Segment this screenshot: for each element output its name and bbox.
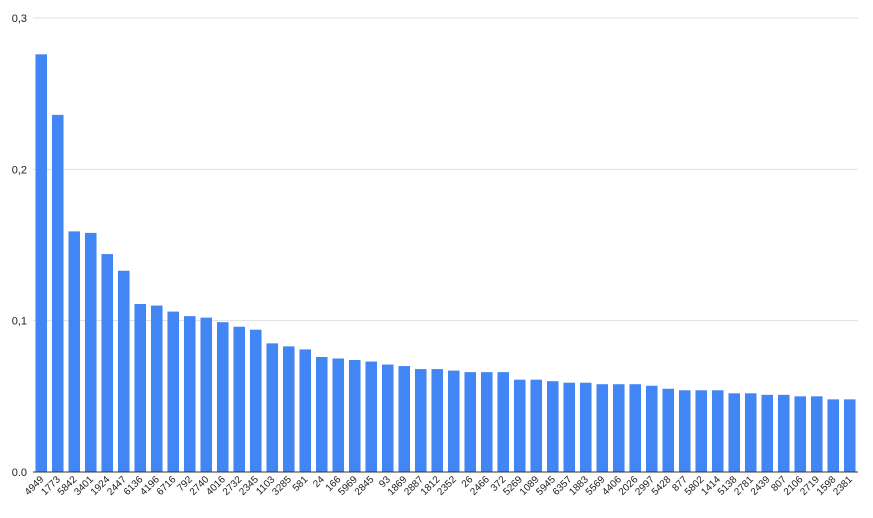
bar: [563, 382, 576, 472]
gridlines: [33, 17, 858, 322]
bar: [761, 394, 774, 472]
bar: [35, 54, 48, 472]
bar: [629, 384, 642, 472]
bar: [794, 396, 807, 472]
bars: [35, 54, 856, 472]
bar: [711, 390, 724, 472]
bar: [68, 231, 81, 472]
bar: [183, 316, 196, 472]
bar: [596, 384, 609, 472]
bar: [84, 232, 97, 472]
bar: [332, 358, 345, 472]
x-tick-label: 2352: [435, 474, 459, 498]
bar: [282, 346, 295, 472]
bar: [315, 356, 328, 472]
bar: [645, 385, 658, 472]
bar: [365, 361, 378, 472]
bar: [530, 379, 543, 472]
y-tick-labels: 0.0 0,1 0,2 0,3: [12, 13, 27, 479]
bar: [266, 343, 279, 472]
bar: [200, 317, 213, 472]
bar: [249, 329, 262, 472]
bar: [348, 360, 361, 472]
x-tick-label: 2845: [353, 474, 377, 498]
y-tick-label: 0,1: [12, 316, 27, 328]
bar: [414, 369, 427, 472]
bar: [299, 349, 312, 472]
bar: [51, 114, 64, 472]
bar: [480, 372, 493, 472]
bar: [843, 399, 856, 472]
bar: [167, 311, 180, 472]
bar: [464, 372, 477, 472]
bar: [497, 372, 510, 472]
bar: [101, 254, 114, 472]
bar: [381, 364, 394, 472]
bar: [150, 305, 163, 472]
bar: [447, 370, 460, 472]
bar: [744, 393, 757, 472]
bar: [431, 369, 444, 472]
bar: [216, 322, 229, 472]
bar: [134, 304, 147, 472]
bar: [777, 394, 790, 472]
bar: [117, 270, 130, 472]
x-tick-labels: 4949177358423401192424476136419667167922…: [23, 474, 855, 498]
bar: [513, 379, 526, 472]
bar: [662, 388, 675, 472]
bar: [233, 326, 246, 472]
bar: [579, 382, 592, 472]
bar: [678, 390, 691, 472]
bar: [695, 390, 708, 472]
bar: [810, 396, 823, 472]
y-tick-label: 0,3: [12, 13, 27, 25]
x-tick-label: 2381: [831, 474, 855, 498]
bar: [546, 381, 559, 472]
y-tick-label: 0,2: [12, 164, 27, 176]
bar: [398, 366, 411, 472]
bar: [827, 399, 840, 472]
y-tick-label: 0.0: [12, 467, 27, 479]
x-tick-label: 581: [291, 474, 311, 494]
bar: [612, 384, 625, 472]
bar: [728, 393, 741, 472]
